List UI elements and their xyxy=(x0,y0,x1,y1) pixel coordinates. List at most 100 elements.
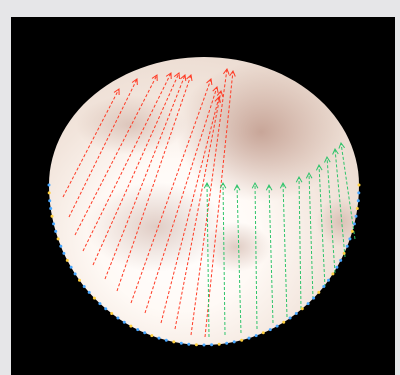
boundary-dot xyxy=(143,331,147,335)
sphere-ray-visualization xyxy=(47,57,361,347)
boundary-dot xyxy=(355,207,359,210)
boundary-dot xyxy=(59,244,63,248)
ray xyxy=(219,181,227,336)
ray-line xyxy=(92,72,180,266)
ray xyxy=(130,78,213,304)
boundary-dot xyxy=(87,290,91,294)
boundary-dot xyxy=(65,258,69,262)
boundary-dot xyxy=(357,183,361,187)
boundary-dot xyxy=(54,229,58,233)
shadow-region xyxy=(76,95,186,155)
ray xyxy=(305,171,314,300)
ray-line xyxy=(204,70,234,338)
ray xyxy=(332,147,346,258)
ray-arrowhead xyxy=(324,155,331,163)
ray-arrowhead xyxy=(214,95,221,103)
boundary-dot xyxy=(327,278,330,282)
shadow-region xyxy=(176,62,346,202)
ray xyxy=(116,74,193,292)
shadow-region xyxy=(201,222,271,272)
boundary-dot xyxy=(240,338,244,342)
render-viewport xyxy=(11,17,395,375)
boundary-dot xyxy=(232,340,236,344)
ray-arrowhead xyxy=(206,78,213,85)
boundary-dot xyxy=(254,334,258,338)
ray-arrowhead xyxy=(212,86,219,93)
ray-line xyxy=(326,156,336,274)
ray-line xyxy=(68,78,138,218)
boundary-dot xyxy=(317,290,321,294)
ray xyxy=(203,181,211,338)
ray xyxy=(68,78,138,218)
boundary-dot xyxy=(110,312,114,315)
boundary-dot xyxy=(129,324,133,328)
boundary-dot xyxy=(354,214,358,218)
boundary-dot xyxy=(322,285,326,288)
ray-line xyxy=(340,142,356,240)
ray xyxy=(160,95,221,324)
ray-arrowhead xyxy=(216,89,224,97)
boundary-dot xyxy=(150,334,154,338)
red-ray-group xyxy=(62,67,236,338)
boundary-dot xyxy=(157,336,161,340)
boundary-dot xyxy=(52,222,56,226)
ray xyxy=(82,72,172,252)
boundary-dot-group xyxy=(47,183,361,347)
boundary-dot xyxy=(294,312,298,315)
ray-arrowhead xyxy=(203,181,211,189)
boundary-dot xyxy=(92,296,96,300)
ray-arrowhead xyxy=(219,181,227,189)
boundary-dot xyxy=(49,207,53,210)
ray xyxy=(62,88,120,198)
boundary-dot xyxy=(50,214,54,218)
ray-line xyxy=(318,164,326,288)
ray-line xyxy=(254,182,258,330)
boundary-dot xyxy=(350,229,354,233)
ray xyxy=(174,89,224,330)
shadow-region xyxy=(316,197,359,247)
green-ray-group xyxy=(203,141,356,338)
boundary-dot xyxy=(62,251,66,255)
ray-line xyxy=(144,86,218,314)
boundary-dot xyxy=(312,296,316,300)
ray-line xyxy=(174,90,222,330)
ray-line xyxy=(104,74,186,280)
boundary-dot xyxy=(202,343,206,347)
ray xyxy=(295,175,303,310)
boundary-dot xyxy=(217,342,221,346)
ray-line xyxy=(298,176,302,310)
boundary-dot xyxy=(210,343,214,347)
ray-arrowhead xyxy=(186,74,193,81)
boundary-dot xyxy=(331,272,335,276)
boundary-dot xyxy=(194,343,198,347)
boundary-dot xyxy=(47,191,51,195)
boundary-dot xyxy=(247,336,251,340)
ray-line xyxy=(62,88,120,198)
ray xyxy=(324,155,336,274)
boundary-dot xyxy=(69,265,73,269)
ray xyxy=(74,74,158,236)
boundary-dot xyxy=(357,191,361,195)
boundary-dot xyxy=(172,340,176,344)
ray xyxy=(92,72,180,266)
boundary-dot xyxy=(136,328,140,332)
ray xyxy=(315,163,326,288)
boundary-dot xyxy=(261,331,265,335)
boundary-dot xyxy=(187,342,191,346)
boundary-dot xyxy=(164,338,168,342)
ray-line xyxy=(268,184,274,324)
boundary-dot xyxy=(348,237,352,241)
boundary-dot xyxy=(282,320,286,324)
ray-arrowhead xyxy=(165,72,172,80)
ray-line xyxy=(222,182,226,336)
ray-arrowhead xyxy=(332,147,339,155)
ray-line xyxy=(282,182,288,318)
ray xyxy=(204,69,236,338)
boundary-dot xyxy=(47,183,51,187)
boundary-dot xyxy=(104,307,108,311)
boundary-dot xyxy=(339,258,343,262)
boundary-dot xyxy=(342,251,346,255)
boundary-dot xyxy=(82,285,86,288)
boundary-dot xyxy=(78,278,81,282)
